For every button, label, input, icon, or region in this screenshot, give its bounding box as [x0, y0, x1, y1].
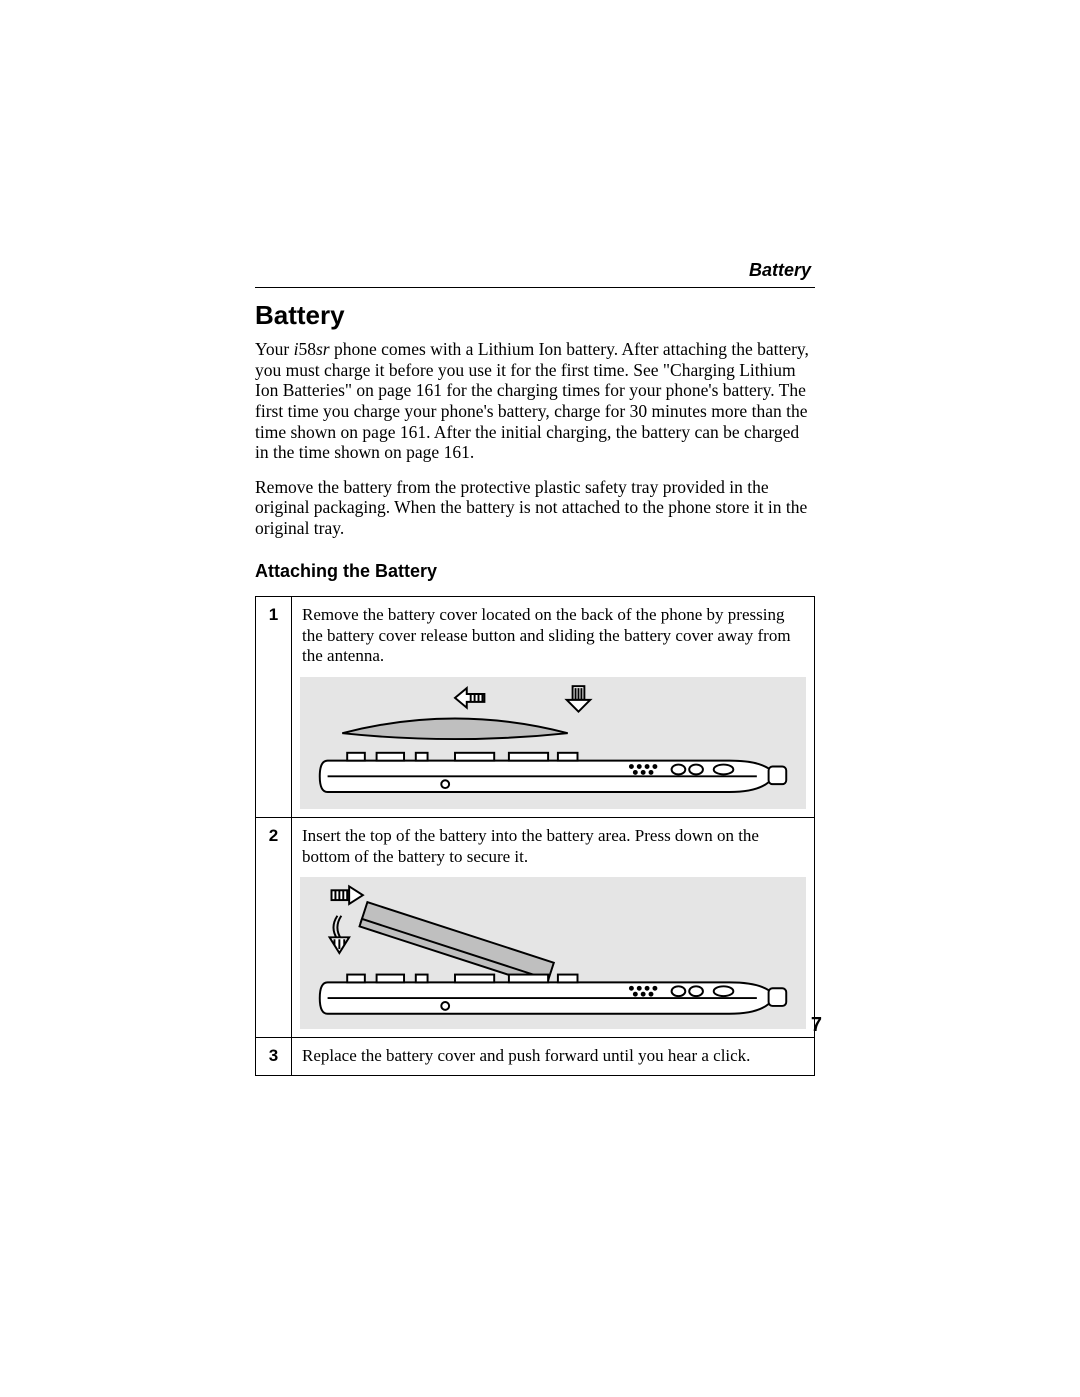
step-number: 3: [256, 1038, 292, 1076]
figure-insert-battery: [300, 877, 806, 1029]
document-page: Battery Battery Your i58sr phone comes w…: [0, 0, 1080, 1397]
model-sr: sr: [316, 339, 330, 359]
step-text: Remove the battery cover located on the …: [302, 605, 804, 667]
para1-pre: Your: [255, 339, 294, 359]
figure-svg-2: [308, 883, 798, 1023]
section-heading: Battery: [255, 300, 815, 331]
step-text: Insert the top of the battery into the b…: [302, 826, 804, 867]
step-cell: Insert the top of the battery into the b…: [292, 817, 815, 1037]
step-text: Replace the battery cover and push forwa…: [302, 1046, 804, 1067]
steps-table: 1 Remove the battery cover located on th…: [255, 596, 815, 1076]
model-58: 58: [298, 339, 316, 359]
step-number: 1: [256, 596, 292, 817]
step-cell: Remove the battery cover located on the …: [292, 596, 815, 817]
intro-paragraph-2: Remove the battery from the protective p…: [255, 477, 815, 539]
figure-svg-1: [308, 683, 798, 803]
step-cell: Replace the battery cover and push forwa…: [292, 1038, 815, 1076]
intro-paragraph-1: Your i58sr phone comes with a Lithium Io…: [255, 339, 815, 463]
table-row: 2 Insert the top of the battery into the…: [256, 817, 815, 1037]
header-rule: [255, 287, 815, 288]
figure-remove-cover: [300, 677, 806, 809]
step-number: 2: [256, 817, 292, 1037]
para1-post: phone comes with a Lithium Ion battery. …: [255, 339, 809, 462]
table-row: 1 Remove the battery cover located on th…: [256, 596, 815, 817]
table-row: 3 Replace the battery cover and push for…: [256, 1038, 815, 1076]
running-head: Battery: [255, 260, 811, 281]
subsection-heading: Attaching the Battery: [255, 561, 815, 582]
page-number: 7: [811, 1014, 822, 1037]
